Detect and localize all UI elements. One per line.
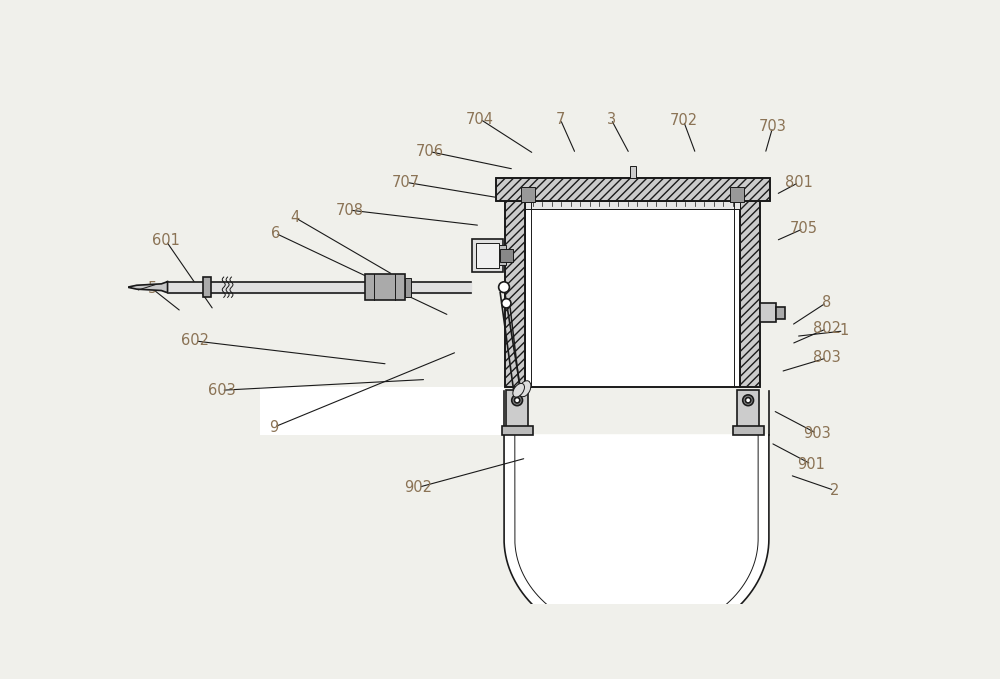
- Circle shape: [499, 282, 509, 293]
- Bar: [630, 166, 636, 178]
- Text: 708: 708: [335, 202, 363, 217]
- Circle shape: [743, 395, 754, 405]
- Text: 2: 2: [830, 483, 839, 498]
- Circle shape: [514, 398, 520, 403]
- Bar: [505, 201, 525, 387]
- Bar: [740, 201, 760, 387]
- Text: 802: 802: [813, 321, 841, 336]
- Text: 5: 5: [148, 281, 157, 296]
- Text: 1: 1: [839, 323, 848, 338]
- Text: 803: 803: [813, 350, 841, 365]
- Bar: [496, 246, 506, 265]
- Text: 801: 801: [785, 175, 813, 190]
- Bar: [733, 426, 764, 435]
- Polygon shape: [128, 282, 168, 293]
- Text: 703: 703: [759, 120, 787, 134]
- Text: 901: 901: [797, 457, 825, 472]
- Circle shape: [745, 398, 751, 403]
- Circle shape: [502, 299, 511, 308]
- Text: 3: 3: [606, 112, 616, 127]
- Text: 705: 705: [790, 221, 818, 236]
- Bar: [525, 201, 740, 208]
- Bar: [496, 178, 770, 201]
- Polygon shape: [504, 435, 769, 645]
- Ellipse shape: [513, 384, 524, 397]
- Bar: [500, 249, 513, 262]
- Bar: [525, 201, 740, 387]
- Text: 7: 7: [556, 112, 565, 127]
- Bar: [405, 278, 411, 297]
- Bar: [760, 304, 776, 322]
- Text: 707: 707: [392, 175, 420, 190]
- Text: 6: 6: [271, 225, 280, 240]
- Bar: [740, 201, 760, 387]
- Bar: [737, 390, 759, 427]
- Text: 704: 704: [466, 112, 494, 127]
- Text: 9: 9: [269, 420, 278, 435]
- Bar: [505, 201, 525, 387]
- Bar: [365, 274, 405, 300]
- Bar: [496, 178, 770, 201]
- Circle shape: [512, 395, 523, 405]
- Bar: [521, 187, 535, 202]
- Bar: [472, 239, 503, 272]
- Bar: [203, 277, 211, 297]
- Text: 4: 4: [291, 210, 300, 225]
- Bar: [476, 243, 499, 268]
- Bar: [502, 426, 533, 435]
- Text: 903: 903: [803, 426, 831, 441]
- Ellipse shape: [519, 381, 531, 397]
- Text: 902: 902: [405, 480, 433, 495]
- Bar: [260, 387, 504, 435]
- Bar: [730, 187, 744, 202]
- Bar: [506, 390, 528, 427]
- Text: 602: 602: [181, 333, 209, 348]
- Bar: [776, 306, 785, 319]
- Text: 8: 8: [822, 295, 831, 310]
- Text: 706: 706: [415, 144, 443, 159]
- Text: 702: 702: [669, 113, 698, 128]
- Text: 603: 603: [208, 383, 235, 398]
- Text: 601: 601: [152, 234, 180, 249]
